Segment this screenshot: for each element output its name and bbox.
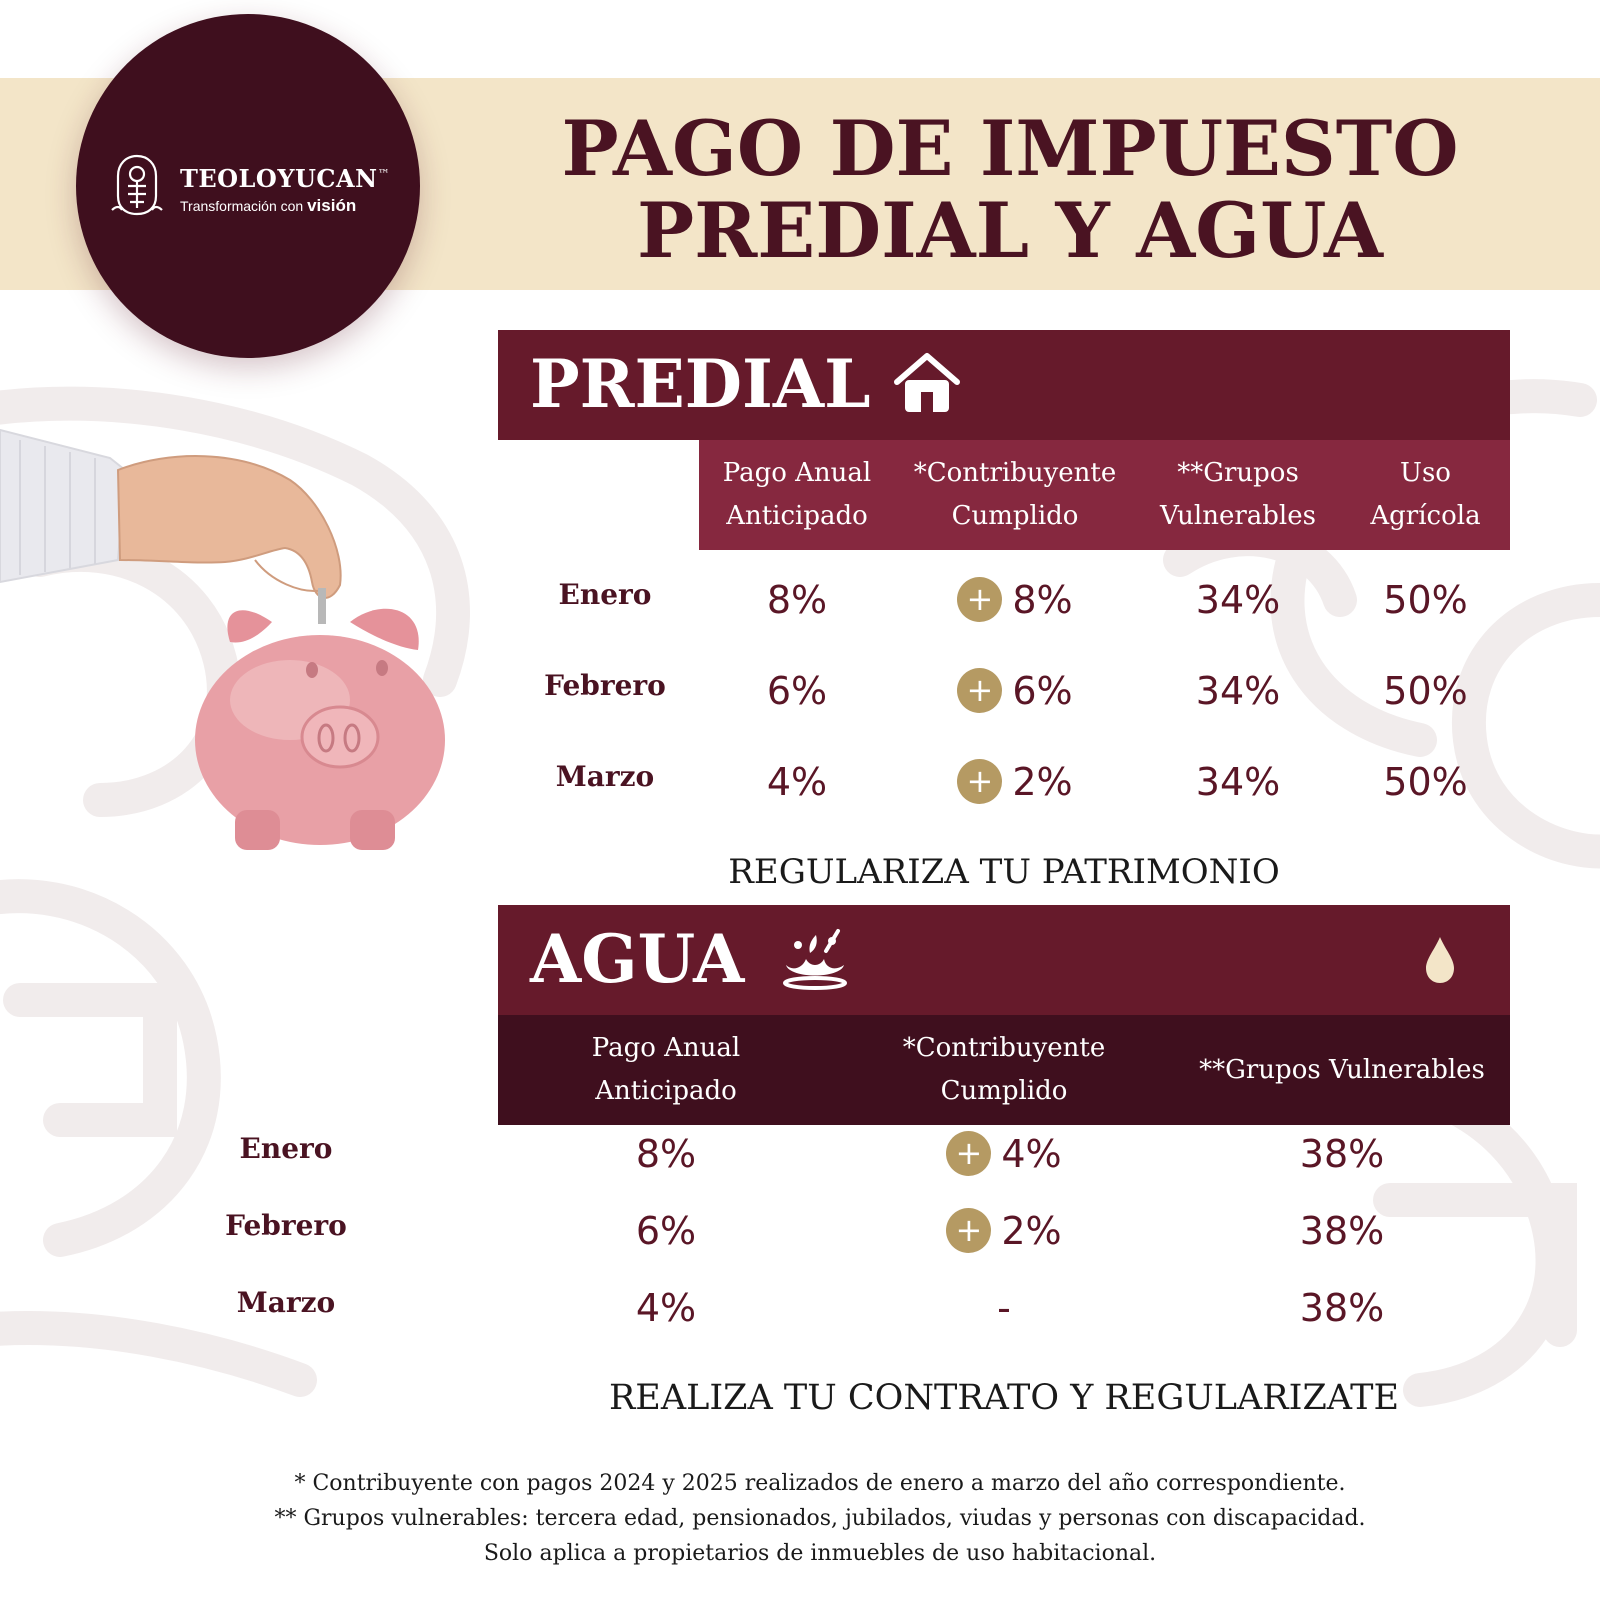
agua-value-vulnerables-marzo: 38% bbox=[1299, 1286, 1385, 1330]
brand-logo: TEOLOYUCAN™ Transformación con visión bbox=[76, 14, 420, 358]
predial-month-enero: Enero bbox=[558, 578, 652, 611]
predial-value-cumplido-enero: +8% bbox=[895, 577, 1135, 625]
municipal-emblem-icon bbox=[111, 154, 163, 216]
agua-value-cumplido-marzo: - bbox=[997, 1286, 1011, 1330]
plus-icon: + bbox=[957, 668, 1003, 713]
predial-header-cumplido: *Contribuyente Cumplido bbox=[913, 458, 1117, 531]
agua-header-pago-anual: Pago Anual Anticipado bbox=[591, 1033, 741, 1106]
predial-slogan: REGULARIZA TU PATRIMONIO bbox=[728, 852, 1280, 892]
plus-icon: + bbox=[957, 577, 1003, 622]
agua-column-headers: Pago Anual Anticipado *Contribuyente Cum… bbox=[498, 1015, 1510, 1125]
brand-tagline-emphasis: visión bbox=[307, 196, 357, 215]
predial-column-headers: Pago Anual Anticipado *Contribuyente Cum… bbox=[699, 440, 1510, 550]
predial-header-agricola: Uso Agrícola bbox=[1370, 458, 1481, 531]
predial-month-marzo: Marzo bbox=[555, 760, 655, 793]
page-title-line-2: PREDIAL Y AGUA bbox=[636, 186, 1384, 275]
page-title: PAGO DE IMPUESTO PREDIAL Y AGUA bbox=[490, 108, 1530, 272]
agua-slogan: REALIZA TU CONTRATO Y REGULARIZATE bbox=[608, 1378, 1400, 1418]
brand-name: TEOLOYUCAN™ bbox=[180, 164, 391, 193]
agua-value-vulnerables-enero: 38% bbox=[1299, 1132, 1385, 1176]
predial-value-agricola-enero: 50% bbox=[1383, 578, 1468, 622]
agua-value-anual-enero: 8% bbox=[635, 1132, 697, 1176]
predial-value-vulnerables-marzo: 34% bbox=[1195, 760, 1281, 804]
house-icon bbox=[894, 353, 960, 412]
footnote-grupos-vulnerables: ** Grupos vulnerables: tercera edad, pen… bbox=[274, 1506, 1366, 1531]
predial-value-anual-marzo: 4% bbox=[766, 760, 828, 804]
brand-tagline: Transformación con visión bbox=[180, 196, 357, 215]
plus-icon: + bbox=[946, 1131, 992, 1176]
plus-icon: + bbox=[946, 1208, 992, 1253]
agua-value-anual-febrero: 6% bbox=[635, 1209, 697, 1253]
agua-value-cumplido-enero: +4% bbox=[834, 1131, 1174, 1179]
predial-header-pago-anual: Pago Anual Anticipado bbox=[722, 458, 872, 531]
predial-value-cumplido-marzo: +2% bbox=[895, 759, 1135, 807]
trademark-mark: ™ bbox=[377, 167, 391, 181]
predial-month-febrero: Febrero bbox=[544, 669, 666, 702]
agua-value-vulnerables-febrero: 38% bbox=[1299, 1209, 1385, 1253]
page-title-line-1: PAGO DE IMPUESTO bbox=[561, 104, 1459, 193]
agua-month-enero: Enero bbox=[239, 1132, 333, 1165]
predial-value-agricola-febrero: 50% bbox=[1383, 669, 1468, 713]
predial-value-vulnerables-enero: 34% bbox=[1195, 578, 1281, 622]
agua-header-cumplido: *Contribuyente Cumplido bbox=[902, 1033, 1106, 1106]
agua-value-anual-marzo: 4% bbox=[635, 1286, 697, 1330]
predial-value-anual-enero: 8% bbox=[766, 578, 828, 622]
footnote-contribuyente: * Contribuyente con pagos 2024 y 2025 re… bbox=[294, 1471, 1346, 1496]
agua-month-febrero: Febrero bbox=[225, 1209, 347, 1242]
footnotes: * Contribuyente con pagos 2024 y 2025 re… bbox=[100, 1466, 1540, 1571]
predial-header-vulnerables: **Grupos Vulnerables bbox=[1160, 458, 1316, 531]
plus-icon: + bbox=[957, 759, 1003, 804]
agua-title: AGUA bbox=[530, 920, 745, 998]
predial-value-agricola-marzo: 50% bbox=[1383, 760, 1468, 804]
predial-title: PREDIAL bbox=[530, 345, 871, 423]
agua-header-vulnerables: **Grupos Vulnerables bbox=[1199, 1054, 1485, 1085]
water-drop-icon bbox=[1426, 937, 1454, 983]
agua-value-cumplido-febrero: +2% bbox=[834, 1208, 1174, 1256]
predial-header-bar: PREDIAL bbox=[498, 330, 1510, 440]
agua-month-marzo: Marzo bbox=[236, 1286, 336, 1319]
footnote-uso-habitacional: Solo aplica a propietarios de inmuebles … bbox=[483, 1541, 1157, 1566]
piggy-bank-illustration bbox=[0, 428, 445, 850]
predial-value-cumplido-febrero: +6% bbox=[895, 668, 1135, 716]
agua-header-bar: AGUA bbox=[498, 905, 1510, 1015]
predial-value-vulnerables-febrero: 34% bbox=[1195, 669, 1281, 713]
water-splash-icon bbox=[783, 929, 847, 990]
predial-value-anual-febrero: 6% bbox=[766, 669, 828, 713]
